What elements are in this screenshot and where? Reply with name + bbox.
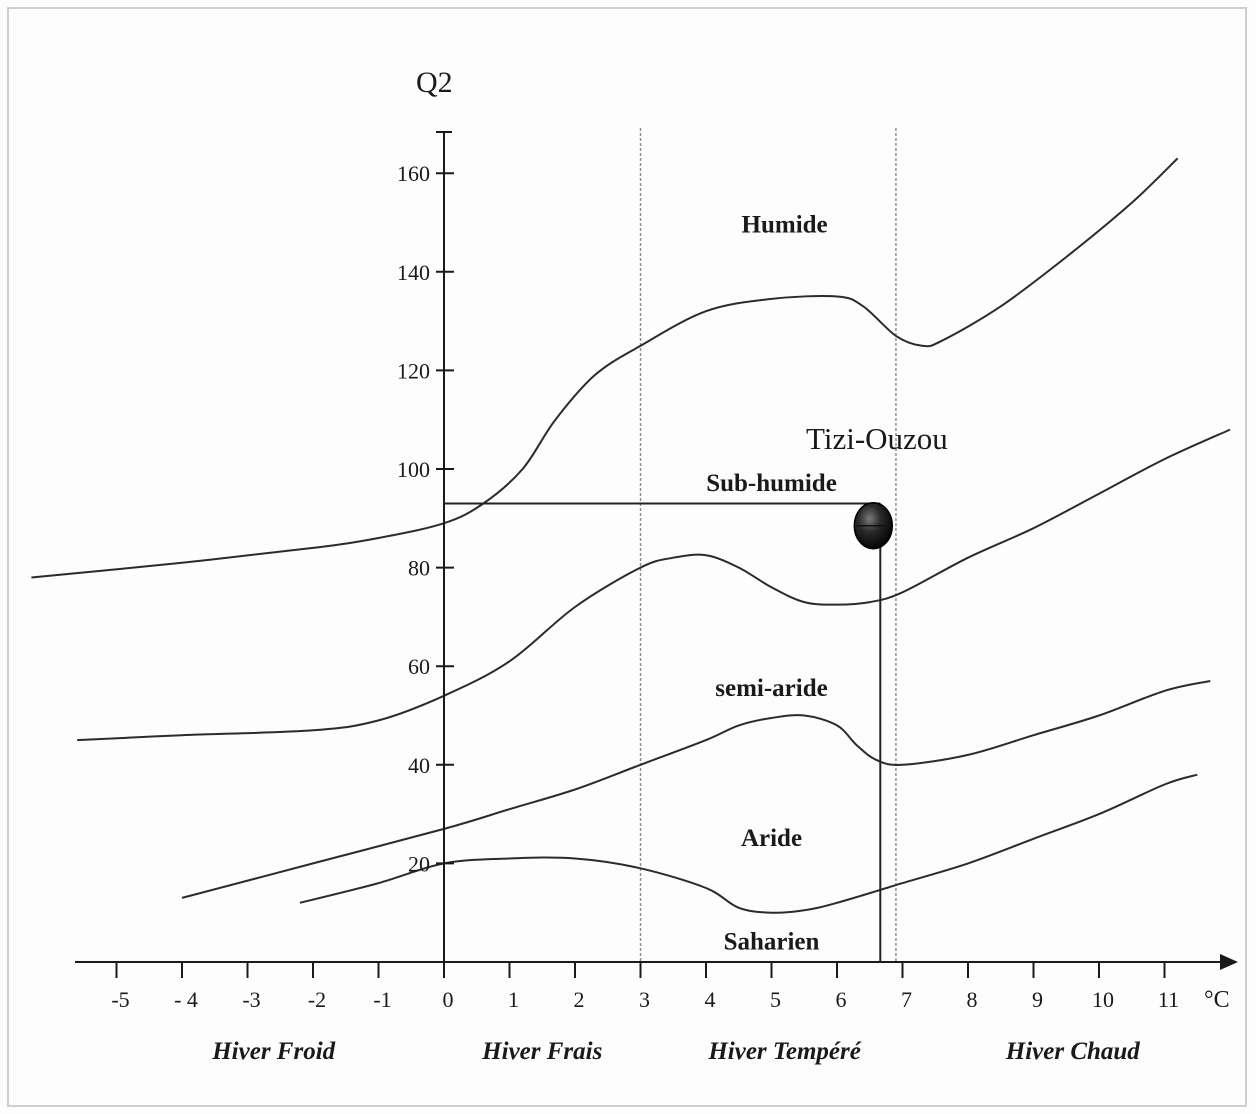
x-tick-label--1: -1	[373, 987, 391, 1012]
season-label-2: Hiver Tempéré	[707, 1038, 861, 1065]
x-tick-label-11: 11	[1158, 987, 1179, 1012]
zone-label-sub-humide: Sub-humide	[706, 470, 837, 497]
zone-label-humide: Humide	[742, 211, 828, 238]
figure-frame	[7, 7, 1247, 1107]
x-tick-label-8: 8	[967, 987, 978, 1012]
x-tick-label-5: 5	[770, 987, 781, 1012]
x-tick-label--4: - 4	[174, 987, 198, 1012]
y-tick-label-160: 160	[397, 161, 430, 186]
curve-subhumide-limit	[77, 428, 1231, 742]
x-axis-unit: °C	[1204, 987, 1230, 1013]
y-tick-label-100: 100	[397, 457, 430, 482]
x-tick-label-7: 7	[901, 987, 912, 1012]
y-axis-title: Q2	[416, 66, 453, 99]
season-label-0: Hiver Froid	[211, 1038, 335, 1065]
x-axis-arrow	[1220, 954, 1238, 970]
zone-label-semi-aride: semi-aride	[715, 675, 827, 702]
x-tick-label-6: 6	[836, 987, 847, 1012]
y-tick-label-20: 20	[408, 851, 430, 876]
x-tick-label--3: -3	[242, 987, 260, 1012]
y-tick-label-80: 80	[408, 556, 430, 581]
y-tick-label-120: 120	[397, 358, 430, 383]
y-tick-label-40: 40	[408, 753, 430, 778]
season-label-3: Hiver Chaud	[1005, 1038, 1141, 1065]
station-label: Tizi-Ouzou	[806, 421, 948, 456]
zone-label-saharien: Saharien	[724, 929, 820, 956]
x-tick-label-9: 9	[1032, 987, 1043, 1012]
x-tick-label-1: 1	[508, 987, 519, 1012]
x-tick-label-3: 3	[639, 987, 650, 1012]
x-tick-label--5: -5	[111, 987, 129, 1012]
season-label-1: Hiver Frais	[481, 1038, 602, 1065]
y-tick-label-140: 140	[397, 260, 430, 285]
curve-humide-limit	[31, 157, 1179, 579]
curve-aride-limit	[299, 773, 1198, 914]
y-tick-label-60: 60	[408, 654, 430, 679]
zone-label-aride: Aride	[741, 825, 802, 852]
x-tick-label-2: 2	[574, 987, 585, 1012]
x-tick-label-10: 10	[1092, 987, 1114, 1012]
x-tick-label-4: 4	[705, 987, 716, 1012]
x-tick-label-0: 0	[443, 987, 454, 1012]
x-tick-label--2: -2	[308, 987, 326, 1012]
curve-semiaride-limit	[181, 680, 1211, 899]
